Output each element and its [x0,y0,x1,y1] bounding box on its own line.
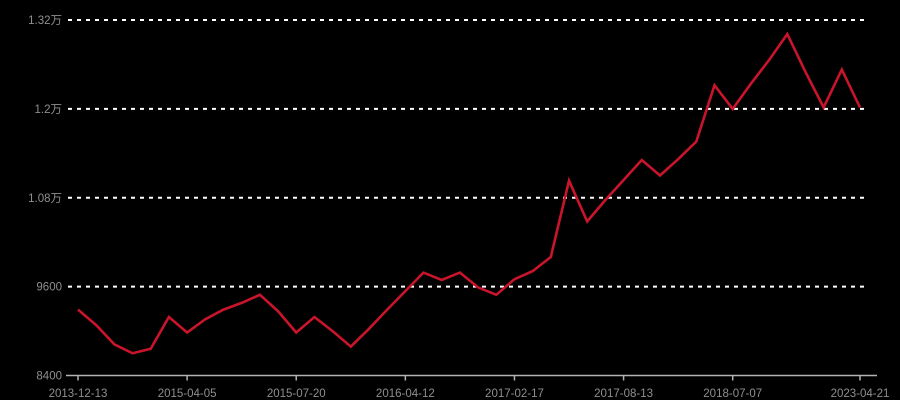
x-axis-label: 2013-12-13 [49,388,108,400]
y-axis-label: 1.08万 [28,193,62,205]
x-axis-label: 2015-04-05 [158,388,217,400]
y-axis-label: 8400 [36,371,62,383]
x-axis-label: 2023-04-21 [831,388,890,400]
y-axis-label: 1.32万 [28,15,62,27]
x-axis-label: 2017-02-17 [485,388,544,400]
x-axis-label: 2015-07-20 [267,388,326,400]
y-axis-label: 1.2万 [35,104,63,116]
data-series-line[interactable] [77,31,862,355]
x-axis-label: 2017-08-13 [594,388,653,400]
y-axis-label: 9600 [36,282,62,294]
x-axis-label: 2018-07-07 [703,388,762,400]
x-axis-label: 2016-04-12 [376,388,435,400]
